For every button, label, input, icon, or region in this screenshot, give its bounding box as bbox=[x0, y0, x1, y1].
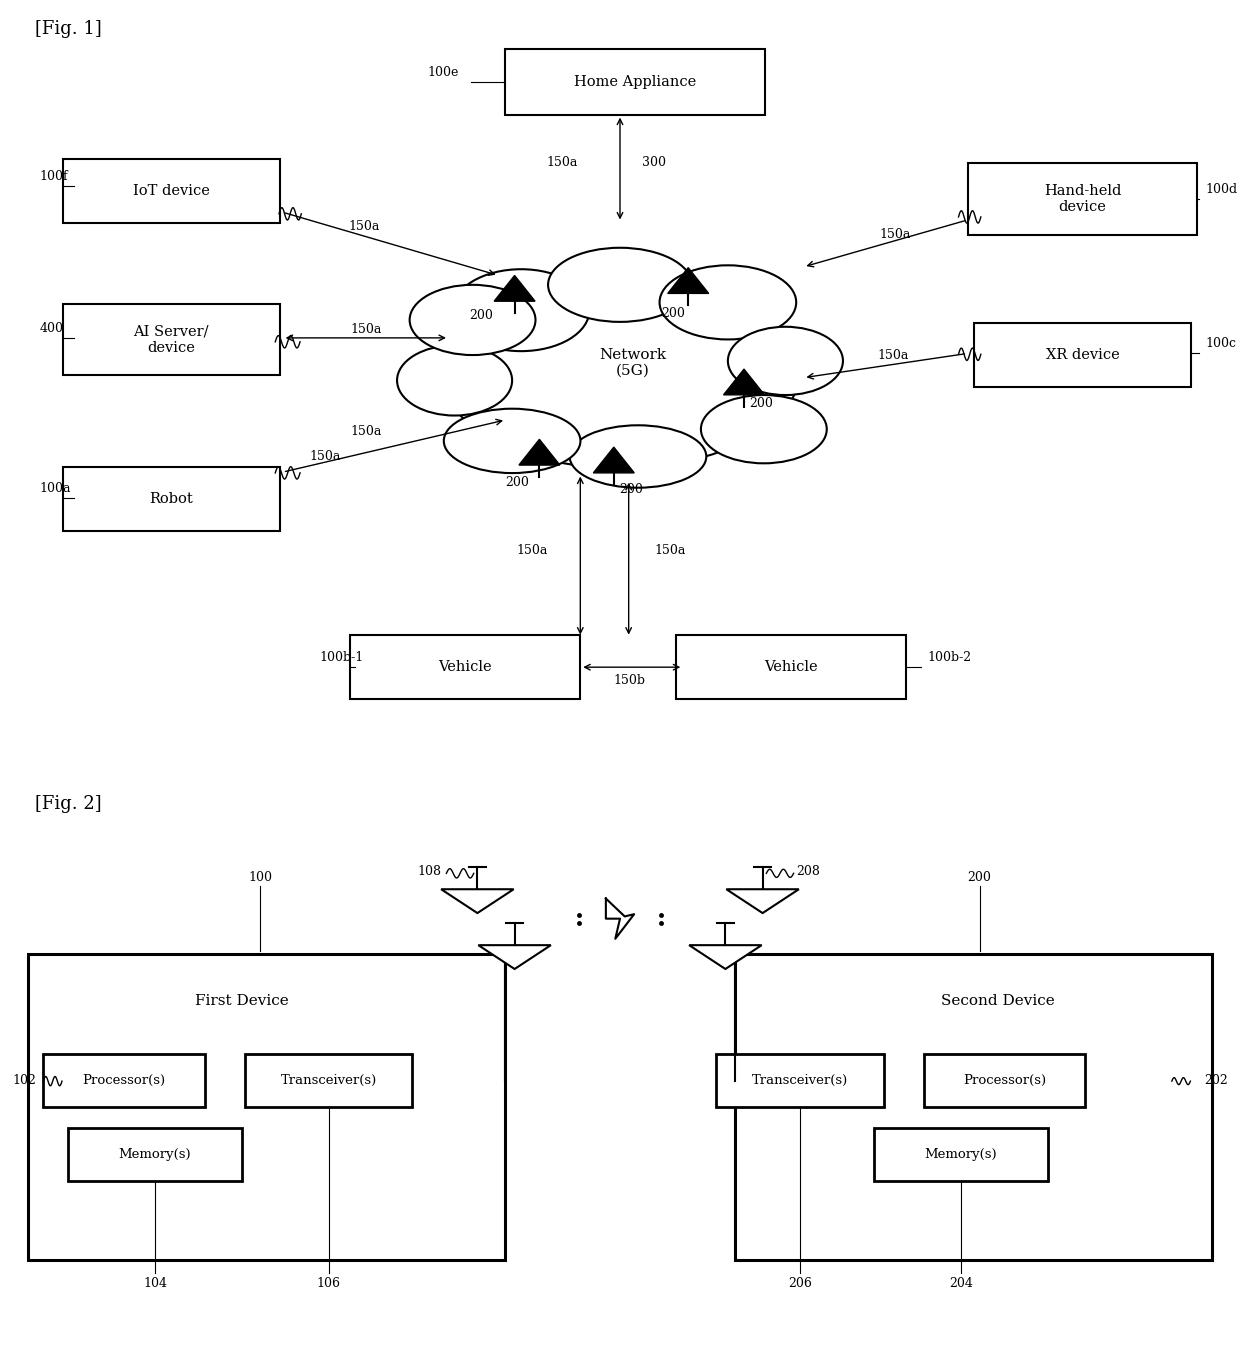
Text: 200: 200 bbox=[469, 309, 494, 322]
Text: 202: 202 bbox=[1204, 1075, 1228, 1087]
Text: 108: 108 bbox=[418, 865, 441, 878]
Text: 150a: 150a bbox=[350, 323, 382, 335]
Text: Network
(5G): Network (5G) bbox=[599, 348, 666, 378]
Bar bbox=[246, 1054, 412, 1108]
Text: 106: 106 bbox=[316, 1277, 341, 1290]
Ellipse shape bbox=[660, 266, 796, 340]
Bar bbox=[27, 954, 506, 1259]
Text: 150a: 150a bbox=[517, 543, 548, 557]
Ellipse shape bbox=[440, 272, 800, 468]
Text: 100b-2: 100b-2 bbox=[928, 652, 972, 664]
Bar bbox=[717, 1054, 883, 1108]
Ellipse shape bbox=[444, 409, 580, 474]
Text: Second Device: Second Device bbox=[941, 994, 1055, 1008]
Polygon shape bbox=[689, 945, 761, 969]
Text: Memory(s): Memory(s) bbox=[925, 1147, 997, 1161]
Text: [Fig. 1]: [Fig. 1] bbox=[35, 19, 102, 37]
Polygon shape bbox=[494, 275, 534, 301]
Text: 104: 104 bbox=[143, 1277, 167, 1290]
Polygon shape bbox=[479, 945, 551, 969]
Text: 208: 208 bbox=[796, 865, 820, 878]
Polygon shape bbox=[441, 890, 513, 913]
Bar bbox=[43, 1054, 205, 1108]
Bar bbox=[874, 1128, 1048, 1180]
Ellipse shape bbox=[701, 396, 827, 463]
Text: 150a: 150a bbox=[547, 156, 578, 168]
Text: Processor(s): Processor(s) bbox=[962, 1075, 1047, 1087]
Bar bbox=[350, 635, 579, 700]
Text: 100e: 100e bbox=[428, 66, 459, 79]
Ellipse shape bbox=[548, 248, 692, 322]
Bar bbox=[734, 954, 1213, 1259]
Bar bbox=[63, 159, 280, 223]
Text: 150a: 150a bbox=[348, 220, 381, 233]
Text: 400: 400 bbox=[40, 322, 63, 335]
Text: 150b: 150b bbox=[614, 674, 646, 687]
Text: Transceiver(s): Transceiver(s) bbox=[751, 1075, 848, 1087]
Bar bbox=[68, 1128, 242, 1180]
Text: Memory(s): Memory(s) bbox=[119, 1147, 191, 1161]
Text: 200: 200 bbox=[661, 307, 686, 320]
Ellipse shape bbox=[453, 270, 589, 350]
Ellipse shape bbox=[569, 426, 707, 487]
Polygon shape bbox=[518, 439, 560, 465]
Ellipse shape bbox=[728, 327, 843, 396]
Ellipse shape bbox=[397, 345, 512, 416]
Ellipse shape bbox=[409, 285, 536, 355]
Text: 100d: 100d bbox=[1205, 183, 1238, 196]
Text: Hand-held
device: Hand-held device bbox=[1044, 183, 1121, 214]
Bar bbox=[63, 304, 280, 375]
Text: 100f: 100f bbox=[40, 170, 68, 183]
Polygon shape bbox=[594, 448, 634, 472]
Polygon shape bbox=[724, 370, 764, 394]
Bar bbox=[967, 163, 1198, 235]
Text: 150a: 150a bbox=[877, 349, 909, 361]
Bar bbox=[975, 323, 1190, 387]
Text: 200: 200 bbox=[967, 871, 992, 884]
Text: 102: 102 bbox=[12, 1075, 36, 1087]
Text: 150a: 150a bbox=[655, 543, 686, 557]
Text: 204: 204 bbox=[949, 1277, 973, 1290]
Text: 150a: 150a bbox=[309, 450, 341, 463]
Text: Transceiver(s): Transceiver(s) bbox=[280, 1075, 377, 1087]
Text: 206: 206 bbox=[787, 1277, 812, 1290]
Text: Home Appliance: Home Appliance bbox=[574, 75, 696, 89]
Polygon shape bbox=[727, 890, 799, 913]
Bar bbox=[63, 467, 280, 531]
Text: 300: 300 bbox=[642, 156, 666, 168]
Text: 200: 200 bbox=[749, 397, 774, 409]
Text: XR device: XR device bbox=[1045, 348, 1120, 361]
Text: 100c: 100c bbox=[1205, 337, 1236, 350]
Text: [Fig. 2]: [Fig. 2] bbox=[35, 795, 102, 813]
Text: IoT device: IoT device bbox=[133, 185, 210, 199]
Text: First Device: First Device bbox=[195, 994, 289, 1008]
Text: AI Server/
device: AI Server/ device bbox=[134, 324, 208, 355]
Bar bbox=[924, 1054, 1085, 1108]
Text: 200: 200 bbox=[505, 476, 529, 489]
Bar bbox=[505, 49, 765, 115]
Text: Vehicle: Vehicle bbox=[438, 660, 492, 674]
Polygon shape bbox=[668, 268, 709, 293]
Text: Robot: Robot bbox=[149, 493, 193, 507]
Text: 150a: 150a bbox=[350, 424, 382, 438]
Text: 200: 200 bbox=[619, 483, 644, 496]
Text: 100b-1: 100b-1 bbox=[320, 652, 365, 664]
Bar bbox=[677, 635, 905, 700]
Text: 150a: 150a bbox=[879, 227, 911, 241]
Text: 100: 100 bbox=[248, 871, 273, 884]
Text: 100a: 100a bbox=[40, 482, 71, 496]
Text: Processor(s): Processor(s) bbox=[82, 1075, 166, 1087]
Text: Vehicle: Vehicle bbox=[764, 660, 818, 674]
